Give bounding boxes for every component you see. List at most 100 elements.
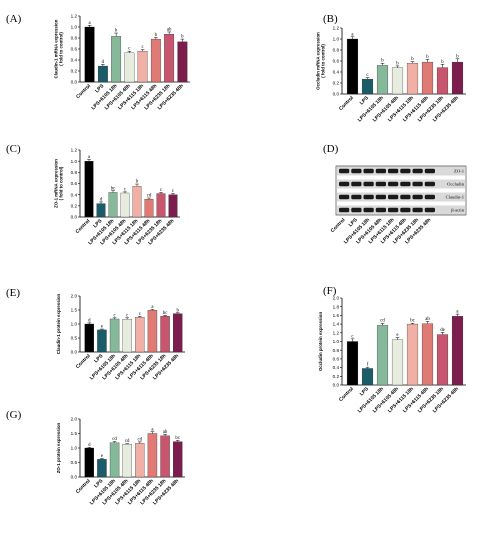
blot-band (400, 181, 411, 187)
significance-letter: ab (425, 317, 430, 322)
bar (361, 368, 374, 386)
bar (147, 433, 158, 478)
bar (84, 447, 95, 478)
y-tick-label: 1.2 (333, 330, 340, 335)
y-tick-label: 0.4 (333, 365, 340, 370)
chart-panel: (F) 0.0 0.2 0.4 0.6 0.8 1.0 1.2 1.4 1.6 1.8 2.0 Occl… (318, 285, 466, 414)
y-tick-label: 0.4 (333, 70, 340, 75)
significance-letter: de (440, 328, 445, 333)
y-tick-label: 0.0 (333, 92, 340, 97)
blot-band (339, 194, 350, 200)
y-tick-label: 0.8 (71, 36, 78, 41)
bar (135, 317, 145, 353)
blot-band (388, 181, 399, 187)
bar (120, 192, 130, 218)
y-tick-label: 0.2 (333, 374, 340, 379)
panel-label: (E) (6, 287, 20, 299)
blot-band (375, 168, 386, 174)
panel-label: (B) (323, 13, 338, 25)
category-label: LPS (94, 83, 106, 95)
y-tick-label: 1.0 (71, 159, 78, 164)
significance-letter: a (151, 305, 154, 310)
bar (109, 318, 120, 353)
y-tick-label: 0.8 (333, 48, 340, 53)
category-label: Control (338, 95, 355, 112)
significance-letter: c (139, 312, 141, 317)
bar (124, 52, 135, 83)
bar (144, 198, 154, 218)
y-tick-label: 0.5 (71, 460, 78, 465)
bar (177, 41, 188, 83)
significance-letter: b (176, 308, 179, 313)
bar (346, 38, 359, 95)
blot-band (424, 207, 435, 213)
category-label: Control (75, 83, 92, 100)
bar (160, 435, 170, 478)
significance-letter: b (155, 33, 158, 38)
blot-band (412, 194, 423, 200)
significance-letter: a (456, 310, 459, 315)
bar (346, 341, 359, 386)
bar (156, 193, 166, 218)
y-tick-label: 0.6 (71, 181, 78, 186)
chart-panel: (B) 0.0 0.2 0.4 0.6 0.8 1.0 1.2 Occludin mRNA ex… (316, 13, 466, 123)
y-axis-label: Claudin-1 mRNA expression (54, 19, 59, 78)
significance-letter: d (102, 60, 105, 65)
bar (108, 192, 118, 218)
blot-band (424, 168, 435, 174)
significance-letter: b (396, 61, 399, 66)
significance-letter: e (101, 325, 103, 330)
bar (406, 63, 419, 95)
y-tick-label: 1.2 (71, 148, 78, 153)
y-tick-label: 1.0 (71, 322, 78, 327)
blot-band (388, 168, 399, 174)
bar (376, 65, 389, 95)
y-tick-label: 0.4 (71, 58, 78, 63)
blot-band (375, 181, 386, 187)
category-label: LPS (92, 218, 104, 230)
panel-label: (D) (323, 143, 339, 155)
y-tick-label: 1.0 (333, 37, 340, 42)
significance-letter: a (88, 155, 91, 160)
y-tick-label: 0.4 (71, 192, 78, 197)
significance-letter: e (396, 333, 398, 338)
chart-panel: (E) 0.0 0.5 1.0 1.5 2.0 Claudin-1 protein expr… (6, 287, 185, 381)
category-label: Control (75, 478, 92, 495)
blot-row-label: ZO-1 (454, 169, 465, 174)
blot-band (388, 194, 399, 200)
bar (421, 61, 434, 95)
significance-letter: cd (138, 437, 143, 442)
blot-band (400, 194, 411, 200)
significance-letter: f (367, 363, 369, 368)
bar (150, 38, 161, 83)
bar (109, 442, 120, 478)
significance-letter: cd (125, 439, 130, 444)
significance-letter: c (172, 189, 174, 194)
bar (164, 34, 175, 83)
chart-panel: (C) 0.0 0.2 0.4 0.6 0.8 1.0 1.2 ZO-1 mRNA expres… (6, 143, 180, 246)
blot-band (400, 207, 411, 213)
bar (111, 36, 122, 83)
bar (391, 67, 404, 95)
significance-letter: b (456, 54, 459, 59)
significance-letter: cd (147, 194, 152, 199)
significance-letter: c (351, 334, 353, 339)
y-tick-label: 1.0 (71, 446, 78, 451)
category-label: Control (75, 353, 92, 370)
category-label: LPS (93, 353, 105, 365)
bar (172, 441, 183, 478)
y-tick-label: 0.2 (71, 203, 78, 208)
blot-band (363, 194, 374, 200)
y-tick-label: 0.0 (71, 350, 78, 355)
significance-letter: a (151, 427, 154, 432)
y-axis-label: ZO-1 mRNA expression (54, 159, 59, 208)
y-tick-label: 1.5 (71, 308, 78, 313)
y-tick-label: 1.4 (333, 322, 340, 327)
category-label: Control (338, 386, 355, 403)
blot-panel: (D) ZO-1 Occludin Claudin-1 β-actin Control LP… (323, 143, 467, 245)
y-axis-label: ( fold to control) (59, 32, 64, 66)
y-tick-label: 0.0 (333, 383, 340, 388)
bar (97, 329, 107, 353)
significance-letter: cd (380, 319, 385, 324)
